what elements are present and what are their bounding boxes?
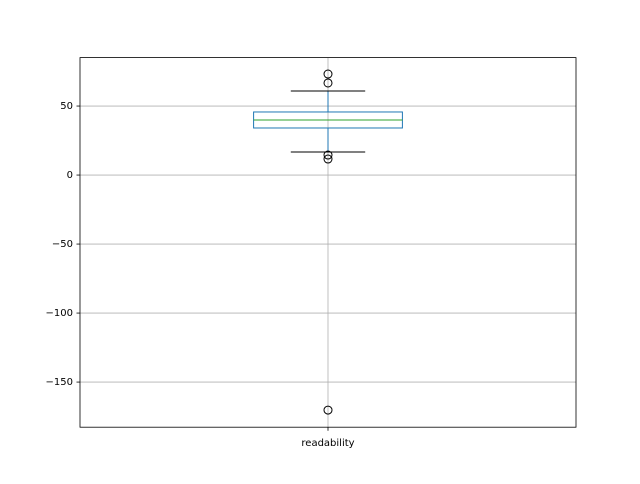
y-tick-label: 50: [60, 101, 73, 112]
flier: [323, 154, 333, 164]
y-tick-label: −150: [46, 377, 73, 388]
y-tick-label: 0: [67, 170, 73, 181]
axes-frame: [79, 57, 577, 428]
y-tick-label: −100: [46, 308, 73, 319]
flier: [323, 69, 333, 79]
flier: [323, 150, 333, 160]
flier: [323, 78, 333, 88]
y-tick-label: −50: [52, 239, 73, 250]
x-tick-label: readability: [301, 438, 354, 449]
flier: [323, 405, 333, 415]
